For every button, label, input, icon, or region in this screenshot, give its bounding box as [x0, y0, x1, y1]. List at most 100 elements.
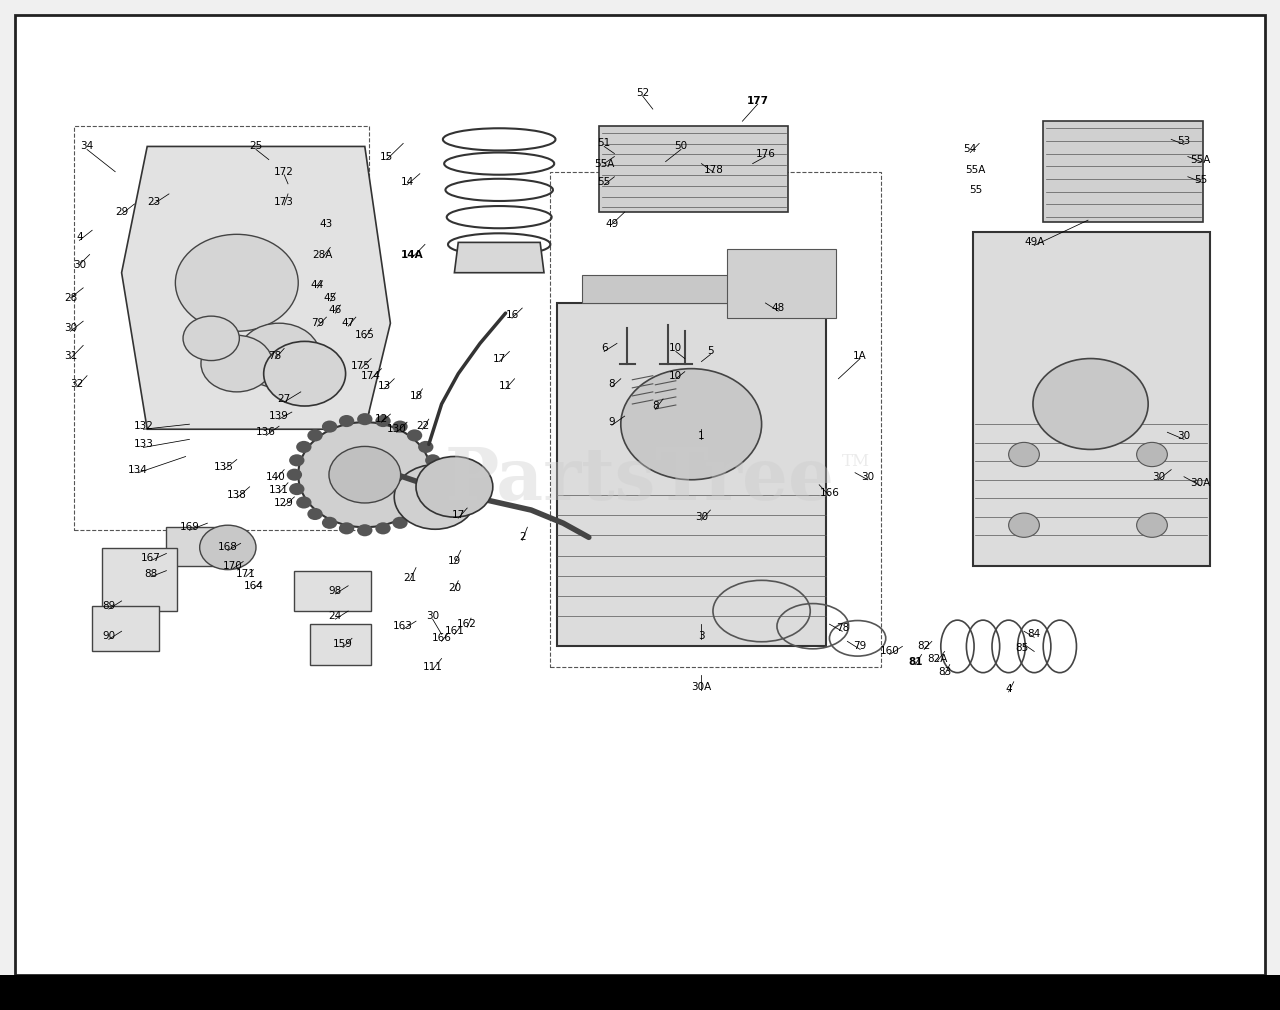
Circle shape [407, 508, 422, 520]
Text: 52: 52 [636, 88, 649, 98]
Circle shape [321, 517, 337, 529]
Circle shape [428, 469, 443, 481]
Text: 165: 165 [355, 330, 375, 340]
Text: 21: 21 [403, 573, 416, 583]
Text: 131: 131 [269, 485, 289, 495]
Text: 45: 45 [324, 293, 337, 303]
Text: 10: 10 [669, 371, 682, 381]
Circle shape [296, 496, 311, 508]
Circle shape [339, 415, 355, 427]
Text: 48: 48 [772, 303, 785, 313]
Text: 163: 163 [393, 621, 413, 631]
Text: 55A: 55A [594, 159, 614, 169]
Bar [74, 126, 369, 530]
Text: 164: 164 [243, 581, 264, 591]
Circle shape [416, 457, 493, 517]
Text: 28A: 28A [312, 249, 333, 260]
Text: 133: 133 [133, 439, 154, 449]
Text: 54: 54 [964, 144, 977, 155]
Text: 78: 78 [269, 350, 282, 361]
Text: 30: 30 [426, 611, 439, 621]
Text: 176: 176 [755, 148, 776, 159]
Text: 28: 28 [64, 293, 77, 303]
Circle shape [339, 522, 355, 534]
Text: 4: 4 [76, 232, 83, 242]
Text: 135: 135 [214, 462, 234, 472]
Text: 8: 8 [652, 401, 659, 411]
Text: 79: 79 [311, 318, 324, 328]
Text: 85: 85 [1015, 643, 1028, 653]
Text: 132: 132 [133, 421, 154, 431]
Circle shape [407, 429, 422, 441]
Circle shape [425, 454, 440, 467]
Text: 49: 49 [605, 219, 618, 229]
Text: 30: 30 [861, 472, 874, 482]
Text: 82: 82 [918, 641, 931, 651]
Text: 172: 172 [274, 167, 294, 177]
Bar [294, 571, 371, 611]
Text: 25: 25 [250, 141, 262, 152]
Text: 136: 136 [256, 427, 276, 437]
Circle shape [357, 413, 372, 425]
Text: 3: 3 [698, 631, 705, 641]
Text: 27: 27 [278, 394, 291, 404]
Text: 4: 4 [1005, 684, 1012, 694]
Text: 29: 29 [115, 207, 128, 217]
Text: 161: 161 [444, 626, 465, 636]
Bar [92, 606, 159, 651]
Text: 167: 167 [141, 552, 161, 563]
Text: 23: 23 [147, 197, 160, 207]
Circle shape [307, 429, 323, 441]
Text: 138: 138 [227, 490, 247, 500]
Circle shape [419, 497, 434, 509]
Text: 177: 177 [746, 96, 769, 106]
Text: 30: 30 [73, 260, 86, 270]
Bar [1043, 121, 1203, 222]
Circle shape [394, 465, 476, 529]
Text: 43: 43 [320, 219, 333, 229]
Bar [550, 172, 881, 667]
Text: 34: 34 [81, 141, 93, 152]
Text: 14A: 14A [401, 249, 424, 260]
Circle shape [1009, 442, 1039, 467]
Text: 82A: 82A [927, 653, 947, 664]
Text: 83: 83 [938, 667, 951, 677]
Text: 55: 55 [969, 185, 982, 195]
Circle shape [307, 508, 323, 520]
Text: 134: 134 [128, 465, 148, 475]
Text: 19: 19 [448, 556, 461, 566]
Text: 2: 2 [518, 532, 526, 542]
Text: 159: 159 [333, 639, 353, 649]
Text: 20: 20 [448, 583, 461, 593]
Text: 15: 15 [380, 152, 393, 162]
Text: 11: 11 [499, 381, 512, 391]
Text: TM: TM [842, 453, 870, 470]
Circle shape [1137, 513, 1167, 537]
Circle shape [183, 316, 239, 361]
Text: 30A: 30A [691, 682, 712, 692]
Text: 139: 139 [269, 411, 289, 421]
Circle shape [621, 369, 762, 480]
Text: 84: 84 [1028, 629, 1041, 639]
Text: 175: 175 [351, 361, 371, 371]
Bar [166, 527, 237, 566]
Circle shape [1137, 442, 1167, 467]
Circle shape [264, 341, 346, 406]
Text: 24: 24 [329, 611, 342, 621]
Text: 9: 9 [608, 417, 616, 427]
Circle shape [329, 446, 401, 503]
Bar [102, 548, 177, 611]
Text: 98: 98 [329, 586, 342, 596]
Text: 8: 8 [608, 379, 616, 389]
Text: 171: 171 [236, 569, 256, 579]
Circle shape [296, 440, 311, 452]
Text: 173: 173 [274, 197, 294, 207]
Text: 17: 17 [452, 510, 465, 520]
Bar [599, 126, 788, 212]
Bar [0, 975, 1280, 1010]
Text: 53: 53 [1178, 136, 1190, 146]
Text: 170: 170 [223, 561, 243, 571]
Text: 18: 18 [410, 391, 422, 401]
Polygon shape [454, 242, 544, 273]
Text: 168: 168 [218, 542, 238, 552]
